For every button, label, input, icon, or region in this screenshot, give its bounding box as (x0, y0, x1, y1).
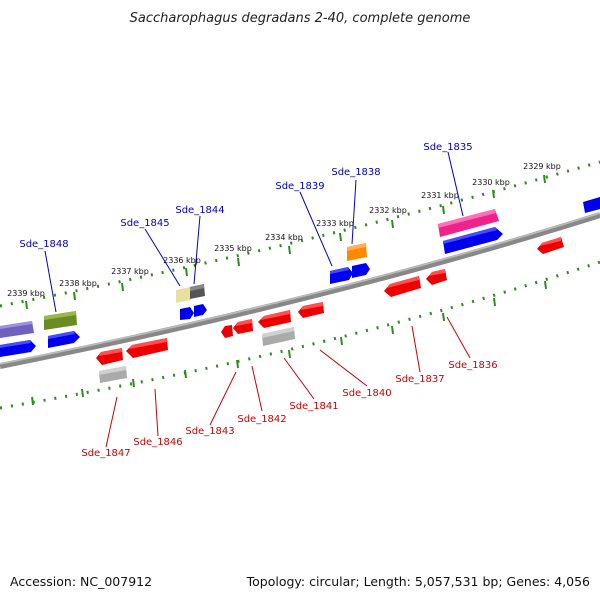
gene-feature-sde-1840-red (298, 302, 324, 318)
gene-feature-sde-1839-blue (330, 267, 353, 284)
kbp-tick-label: 2338 kbp (59, 279, 97, 288)
kbp-major-tick (121, 282, 124, 292)
gene-label-sde-1839: Sde_1839 (275, 181, 324, 192)
kbp-major-tick (442, 205, 445, 215)
gene-feature-sde-1841-red (258, 310, 291, 328)
gene-feature-sde-1842-red (233, 319, 253, 334)
gene-feature-blue-left (0, 340, 36, 357)
gene-label-sde-1841: Sde_1841 (289, 401, 338, 412)
gene-feature-sde-1845-yellow (176, 287, 191, 303)
inner-major-tick (81, 388, 84, 398)
gene-feature-sde-1838-orange (347, 243, 367, 261)
forward-gene-labels: Sde_1848 Sde_1845 Sde_1844 Sde_1839 Sde_… (19, 142, 472, 250)
gene-label-sde-1845: Sde_1845 (120, 218, 169, 229)
gene-feature-blue-right (583, 197, 600, 213)
gene-label-sde-1843: Sde_1843 (185, 426, 234, 437)
inner-major-tick (236, 359, 239, 369)
inner-major-tick (288, 349, 291, 359)
gene-label-sde-1838: Sde_1838 (331, 167, 380, 178)
inner-major-tick (544, 280, 547, 290)
kbp-labels: 2339 kbp 2338 kbp 2337 kbp 2336 kbp 2335 kbp… (7, 162, 561, 298)
kbp-major-tick (288, 245, 291, 255)
gene-label-sde-1835: Sde_1835 (423, 142, 472, 153)
kbp-major-tick (543, 174, 546, 184)
kbp-major-tick (185, 267, 188, 277)
gene-label-sde-1837: Sde_1837 (395, 374, 444, 385)
gene-feature-sde-1835-magenta (438, 209, 499, 237)
kbp-tick-label: 2333 kbp (316, 219, 354, 228)
accession-text: Accession: NC_007912 (10, 574, 152, 589)
gene-feature-sde-1847-gray (99, 366, 127, 383)
gene-feature-sde-1843-red (221, 325, 233, 338)
genome-backbone-highlight (0, 212, 600, 365)
kbp-tick-label: 2337 kbp (111, 267, 149, 276)
major-ticks (25, 174, 547, 406)
gene-feature-sde-1837-red (384, 276, 421, 297)
genome-title: Saccharophagus degradans 2-40, complete … (130, 11, 471, 26)
reverse-features (96, 237, 564, 383)
kbp-tick-label: 2334 kbp (265, 233, 303, 242)
gene-feature-sde-1845-blue (180, 307, 194, 320)
kbp-major-tick (25, 300, 28, 310)
gene-feature-sde-1846-red (126, 338, 168, 358)
kbp-major-tick (492, 189, 495, 199)
genome-summary-text: Topology: circular; Length: 5,057,531 bp… (246, 574, 590, 589)
gene-feature-sde-1841-gray (262, 327, 295, 346)
gene-feature-sde-1844-blue (194, 304, 207, 317)
gene-label-sde-1842: Sde_1842 (237, 414, 286, 425)
reverse-leader-lines (105, 316, 471, 448)
kbp-tick-label: 2339 kbp (7, 289, 45, 298)
kbp-major-tick (237, 257, 240, 267)
gene-label-sde-1836: Sde_1836 (448, 360, 497, 371)
gene-feature-sde-1838-blue (352, 263, 370, 278)
gene-label-sde-1848: Sde_1848 (19, 239, 68, 250)
kbp-tick-label: 2329 kbp (523, 162, 561, 171)
gene-feature-red-right (537, 237, 564, 254)
gene-feature-sde-1836-red (426, 269, 447, 285)
forward-features (0, 197, 600, 357)
kbp-major-tick (73, 291, 76, 301)
kbp-major-tick (339, 232, 342, 242)
genome-backbone (0, 212, 600, 369)
kbp-tick-label: 2330 kbp (472, 178, 510, 187)
inner-major-tick (31, 396, 34, 406)
kbp-tick-label: 2335 kbp (214, 244, 252, 253)
kbp-major-tick (391, 219, 394, 229)
gene-feature-sde-1848-olive (44, 311, 77, 330)
gene-feature-purple (0, 321, 34, 338)
gene-label-sde-1847: Sde_1847 (81, 448, 130, 459)
kbp-tick-label: 2336 kbp (163, 256, 201, 265)
gene-feature-sde-1844-gray (190, 284, 205, 299)
forward-leader-lines (44, 151, 464, 313)
inner-major-tick (391, 325, 394, 335)
gene-label-sde-1844: Sde_1844 (175, 205, 224, 216)
gene-label-sde-1840: Sde_1840 (342, 388, 391, 399)
gene-feature-sde-1848-blue (48, 331, 80, 348)
inner-major-tick (132, 378, 135, 388)
inner-major-tick (442, 312, 445, 322)
gene-feature-sde-1835-blue (443, 227, 503, 254)
inner-major-tick (340, 336, 343, 346)
kbp-tick-label: 2332 kbp (369, 206, 407, 215)
kbp-tick-label: 2331 kbp (421, 191, 459, 200)
gene-label-sde-1846: Sde_1846 (133, 437, 182, 448)
gene-feature-sde-1847-red (96, 348, 123, 365)
inner-major-tick (184, 369, 187, 379)
inner-major-tick (493, 297, 496, 307)
reverse-gene-labels: Sde_1847 Sde_1846 Sde_1843 Sde_1842 Sde_… (81, 360, 497, 459)
